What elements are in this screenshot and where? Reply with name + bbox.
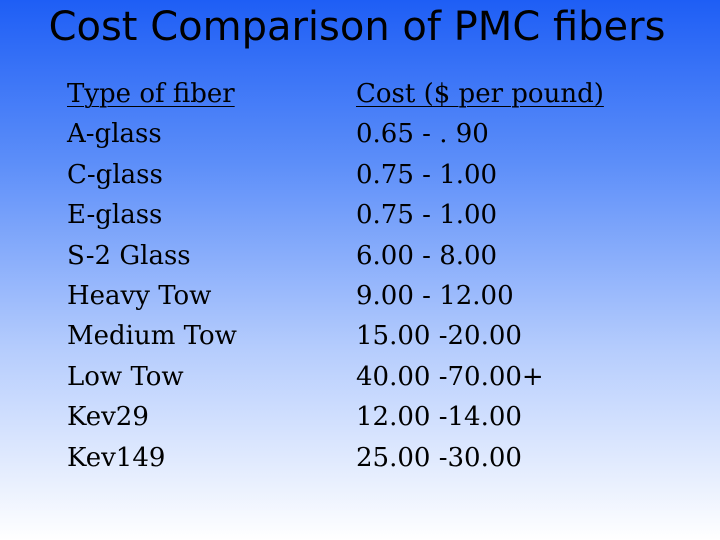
cost-cell: 0.75 - 1.00 xyxy=(356,159,498,190)
cost-cell: 40.00 -70.00+ xyxy=(356,361,544,392)
cost-cell: 25.00 -30.00 xyxy=(356,442,522,473)
cost-header: Cost ($ per pound) xyxy=(356,74,604,114)
fiber-type-cell: Kev149 xyxy=(67,442,166,473)
fiber-type-header: Type of fiber xyxy=(67,74,349,114)
cost-header-label: Cost ($ per pound) xyxy=(356,79,604,109)
fiber-type-cell: Kev29 xyxy=(67,402,149,433)
fiber-type-cell: A-glass xyxy=(67,119,162,150)
slide-title: Cost Comparison of PMC fibers xyxy=(48,4,666,50)
fiber-type-cell: E-glass xyxy=(67,200,163,231)
fiber-type-header-label: Type of fiber xyxy=(67,79,235,109)
fiber-type-cell: Medium Tow xyxy=(67,321,237,352)
cost-cell: 15.00 -20.00 xyxy=(356,321,522,352)
fiber-type-cell: Low Tow xyxy=(67,361,184,392)
fiber-type-cell: S-2 Glass xyxy=(67,240,191,271)
fiber-type-column: Type of fiber A-glass C-glass E-glass S-… xyxy=(67,74,349,478)
cost-cell: 0.65 - . 90 xyxy=(356,119,489,150)
cost-cell: 9.00 - 12.00 xyxy=(356,281,514,312)
cost-column: Cost ($ per pound) 0.65 - . 90 0.75 - 1.… xyxy=(356,74,604,478)
cost-cell: 12.00 -14.00 xyxy=(356,402,522,433)
fiber-type-cell: C-glass xyxy=(67,159,163,190)
fiber-type-cell: Heavy Tow xyxy=(67,281,212,312)
cost-cell: 0.75 - 1.00 xyxy=(356,200,498,231)
cost-cell: 6.00 - 8.00 xyxy=(356,240,498,271)
